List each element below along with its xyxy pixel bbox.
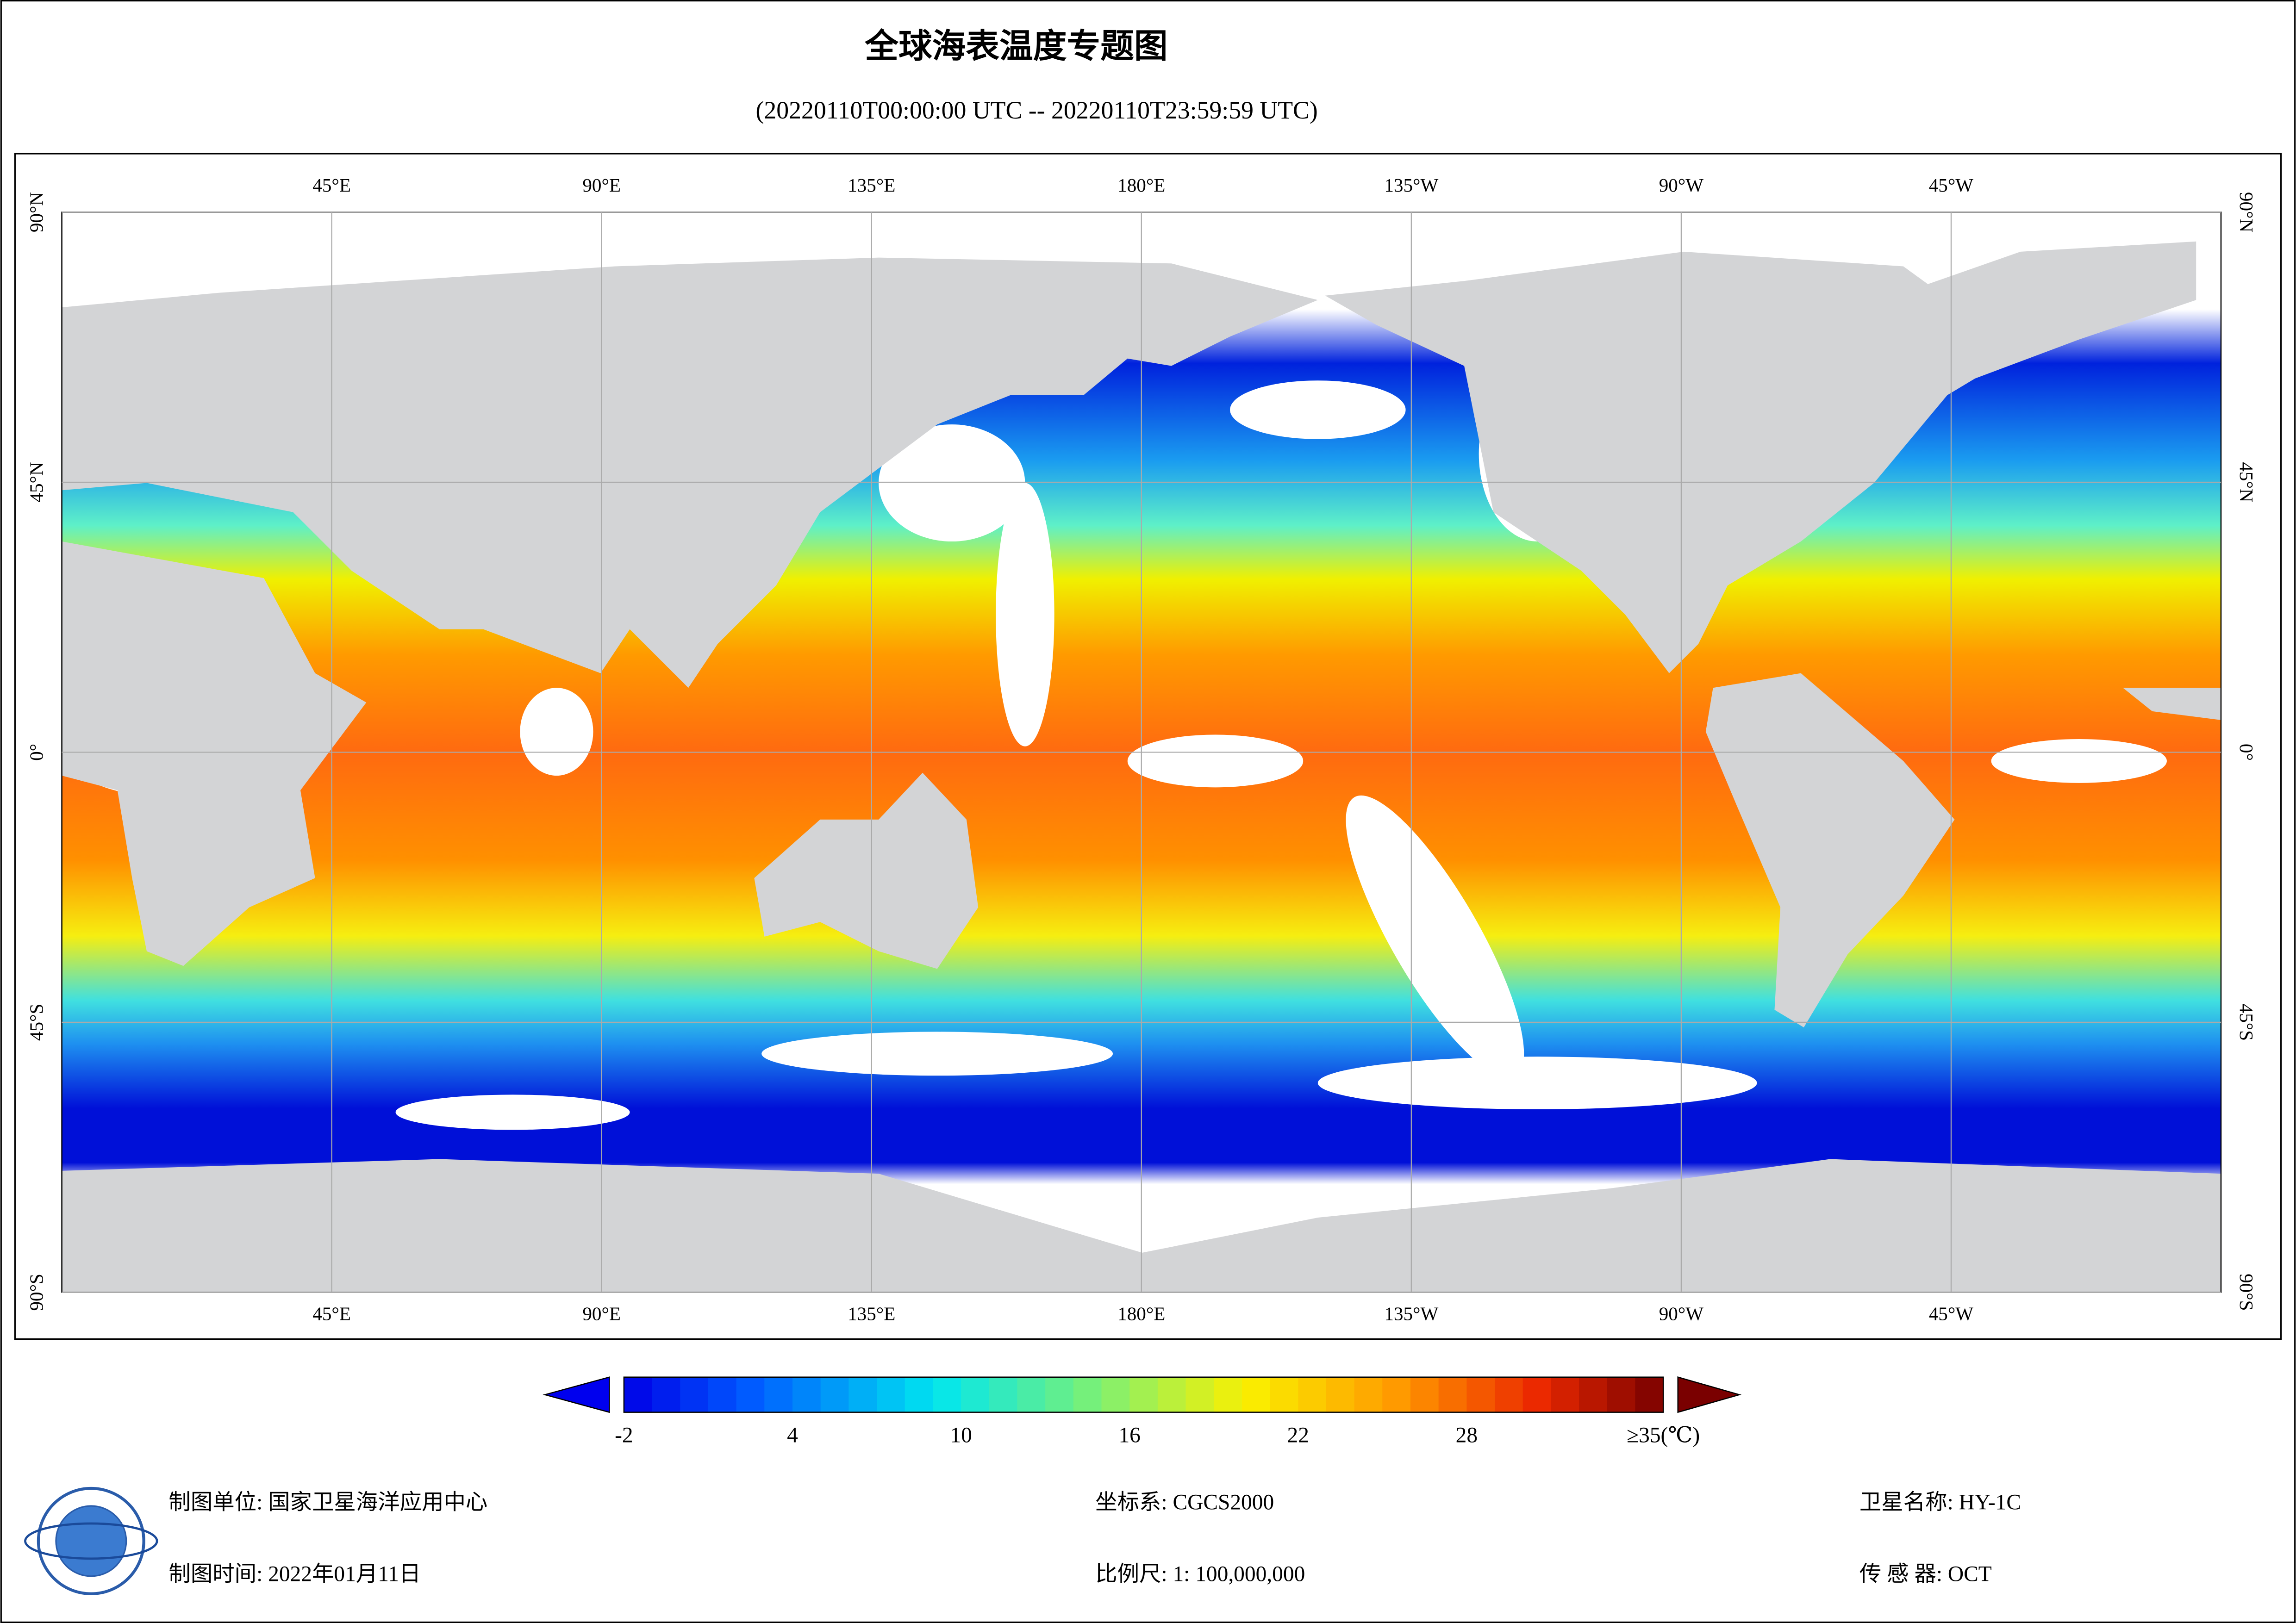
colorbar-cell <box>933 1377 962 1412</box>
footer-scale: 比例尺: 1: 100,000,000 <box>1095 1562 1305 1586</box>
colorbar-tick-label: 22 <box>1287 1423 1309 1447</box>
colorbar-cell <box>961 1377 990 1412</box>
lon-label-bottom: 180°E <box>1117 1303 1165 1324</box>
colorbar-cell <box>708 1377 737 1412</box>
subtitle: (20220110T00:00:00 UTC -- 20220110T23:59… <box>756 96 1318 124</box>
colorbar-over-arrow <box>1677 1376 1742 1413</box>
map <box>61 211 2222 1293</box>
lat-label-left: 0° <box>25 744 47 761</box>
land <box>2123 688 2221 720</box>
map-frame <box>14 153 2282 1340</box>
lon-label-bottom: 45°E <box>312 1303 351 1324</box>
colorbar-cell <box>736 1377 765 1412</box>
colorbar-cell <box>820 1377 849 1412</box>
logo <box>24 1486 158 1595</box>
colorbar-cell <box>1410 1377 1439 1412</box>
colorbar-cell <box>905 1377 934 1412</box>
colorbar-cell <box>877 1377 905 1412</box>
colorbar-tick-label: 4 <box>787 1423 798 1447</box>
colorbar-tick-label: 28 <box>1456 1423 1478 1447</box>
colorbar-cell <box>792 1377 821 1412</box>
footer-unit: 制图单位: 国家卫星海洋应用中心 <box>168 1491 487 1515</box>
colorbar-cell <box>1438 1377 1467 1412</box>
lon-label-bottom: 135°W <box>1384 1303 1438 1324</box>
colorbar-cell <box>1073 1377 1102 1412</box>
colorbar-cell <box>1298 1377 1327 1412</box>
colorbar-tick-label: -2 <box>615 1423 633 1447</box>
lat-label-left: 90°S <box>25 1274 47 1311</box>
footer-crs: 坐标系: CGCS2000 <box>1095 1491 1274 1515</box>
colorbar-cell <box>1495 1377 1523 1412</box>
colorbar-cell <box>1382 1377 1411 1412</box>
land <box>62 541 367 966</box>
lat-label-right: 45°N <box>2236 462 2257 502</box>
colorbar-cell <box>1579 1377 1608 1412</box>
lon-label-top: 90°E <box>582 174 621 196</box>
colorbar-cell <box>1214 1377 1242 1412</box>
colorbar-cell <box>1270 1377 1299 1412</box>
colorbar-cell <box>1326 1377 1355 1412</box>
colorbar-cell <box>1466 1377 1495 1412</box>
footer-sensor: 传 感 器: OCT <box>1859 1562 1992 1586</box>
colorbar-cell <box>680 1377 709 1412</box>
lon-label-top: 135°E <box>848 174 895 196</box>
colorbar-cell <box>1045 1377 1074 1412</box>
colorbar-cell <box>764 1377 793 1412</box>
title: 全球海表温度专题图 <box>864 26 1167 66</box>
land <box>62 257 1318 688</box>
lat-label-left: 90°N <box>25 192 47 232</box>
lon-label-top: 90°W <box>1659 174 1704 196</box>
footer-satellite: 卫星名称: HY-1C <box>1859 1491 2021 1515</box>
lon-label-bottom: 135°E <box>848 1303 895 1324</box>
lat-label-left: 45°S <box>25 1004 47 1041</box>
footer-time: 制图时间: 2022年01月11日 <box>168 1562 421 1586</box>
colorbar-under-arrow <box>543 1376 610 1413</box>
colorbar-frame <box>623 1376 1664 1413</box>
colorbar-tick-label: ≥35(℃) <box>1627 1423 1700 1447</box>
colorbar-cell <box>652 1377 681 1412</box>
colorbar-cell <box>1522 1377 1552 1412</box>
colorbar-cell <box>1635 1377 1664 1412</box>
colorbar-cell <box>1129 1377 1158 1412</box>
colorbar-cell <box>1157 1377 1186 1412</box>
lat-label-right: 90°S <box>2236 1274 2257 1311</box>
lon-label-top: 135°W <box>1384 174 1438 196</box>
colorbar-cell <box>849 1377 877 1412</box>
lon-label-bottom: 45°W <box>1929 1303 1974 1324</box>
lon-label-top: 45°E <box>312 174 351 196</box>
lat-label-right: 45°S <box>2236 1004 2257 1041</box>
land <box>1325 251 2021 673</box>
land <box>1903 241 2196 384</box>
colorbar-cell <box>1242 1377 1271 1412</box>
lon-label-top: 45°W <box>1929 174 1974 196</box>
colorbar <box>543 1376 1742 1413</box>
colorbar-cell <box>989 1377 1018 1412</box>
colorbar-tick-label: 10 <box>950 1423 972 1447</box>
land <box>1705 673 1955 1027</box>
lon-label-bottom: 90°W <box>1659 1303 1704 1324</box>
lat-label-right: 0° <box>2236 744 2257 761</box>
colorbar-cell <box>1354 1377 1383 1412</box>
land <box>754 772 979 969</box>
lon-label-top: 180°E <box>1117 174 1165 196</box>
colorbar-cell <box>1185 1377 1215 1412</box>
lon-label-bottom: 90°E <box>582 1303 621 1324</box>
colorbar-cell <box>1017 1377 1046 1412</box>
colorbar-cell <box>624 1377 653 1412</box>
lat-label-left: 45°N <box>25 462 47 502</box>
lat-label-right: 90°N <box>2236 192 2257 232</box>
colorbar-cell <box>1101 1377 1130 1412</box>
colorbar-cell <box>1607 1377 1636 1412</box>
colorbar-cell <box>1551 1377 1580 1412</box>
colorbar-tick-label: 16 <box>1118 1423 1140 1447</box>
